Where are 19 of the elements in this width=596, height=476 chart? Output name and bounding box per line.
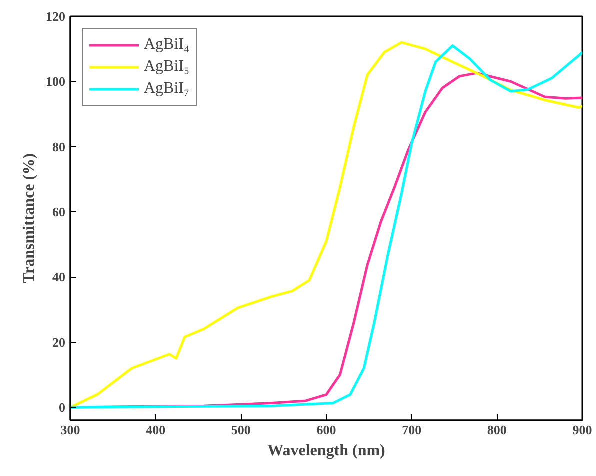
y-axis-title: Transmittance (%) [21, 154, 38, 284]
y-tick-label: 100 [46, 74, 66, 90]
x-tick-label: 900 [572, 422, 592, 438]
x-tick-label: 600 [316, 422, 336, 438]
legend-label: AgBiI₄ [144, 36, 190, 54]
y-tick-label: 60 [52, 204, 66, 220]
y-tick-label: 80 [52, 139, 66, 154]
x-tick-label: 700 [402, 422, 422, 438]
legend-label: AgBiI₇ [144, 80, 190, 98]
x-tick-label: 300 [60, 422, 80, 438]
x-tick-label: 800 [487, 422, 507, 438]
x-tick-label: 400 [146, 422, 166, 438]
legend-label: AgBiI₅ [144, 58, 190, 76]
x-tick-label: 500 [231, 422, 251, 438]
y-tick-label: 20 [52, 334, 66, 350]
y-tick-label: 40 [52, 270, 66, 285]
y-tick-label: 120 [46, 9, 66, 24]
y-tick-label: 0 [59, 400, 66, 415]
x-axis-title: Wavelength (nm) [268, 442, 386, 460]
